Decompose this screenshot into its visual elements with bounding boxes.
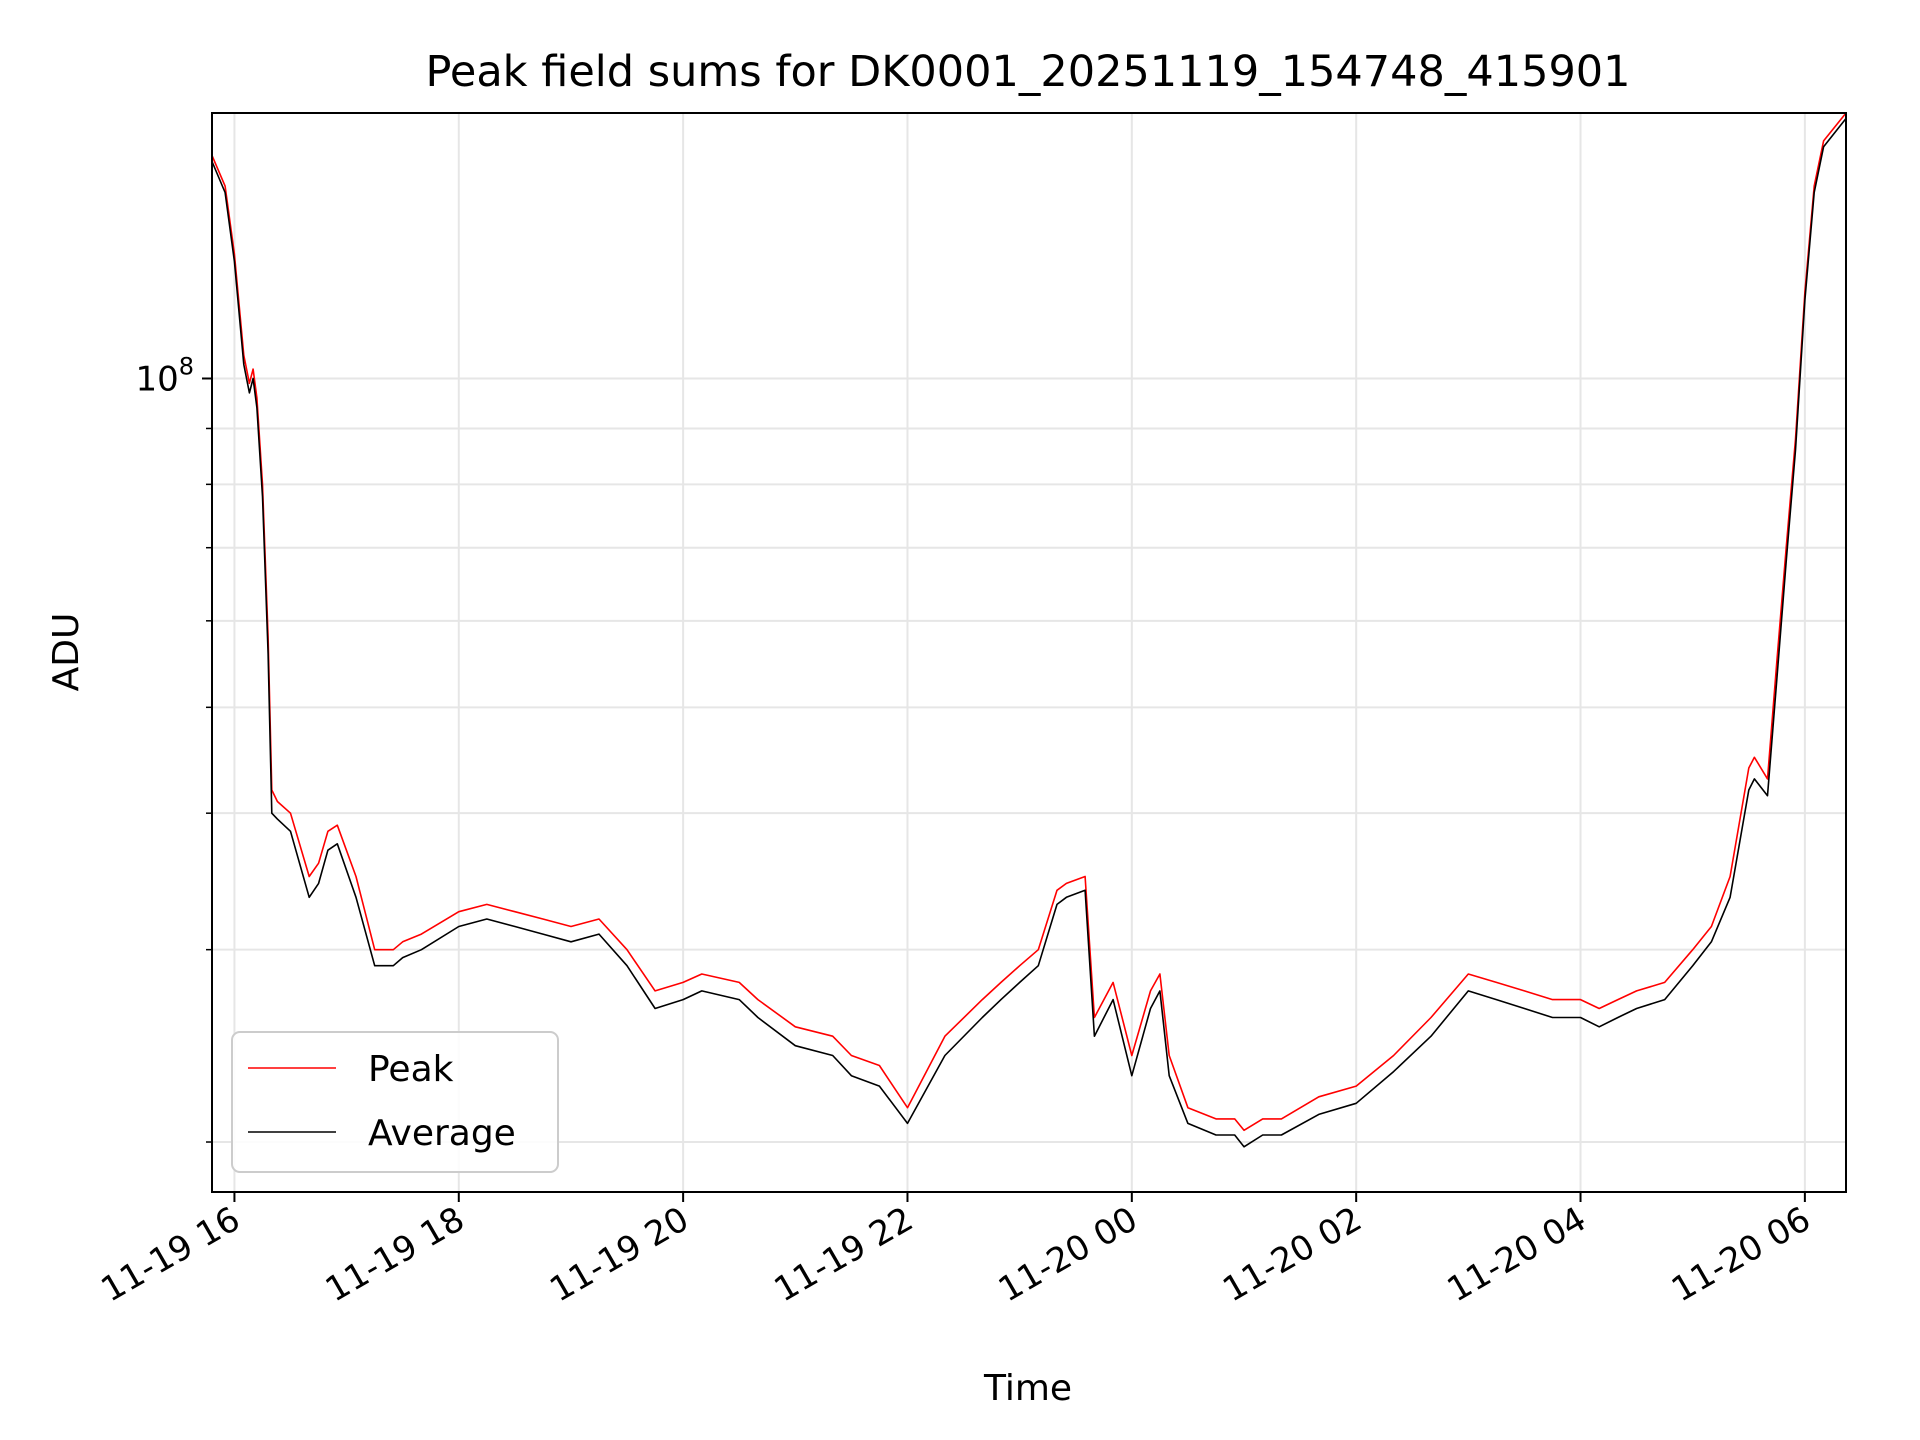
y-axis-label: ADU	[46, 613, 87, 692]
grid	[212, 113, 1846, 1192]
series-line-average	[211, 118, 1847, 1148]
legend-label-peak: Peak	[368, 1049, 454, 1090]
y-tick-label: 108	[135, 352, 194, 399]
plot-frame	[211, 112, 1847, 1193]
x-axis-label: Time	[983, 1368, 1072, 1409]
series-line-peak	[211, 112, 1847, 1132]
series-lines	[211, 112, 1847, 1148]
legend-label-average: Average	[368, 1113, 516, 1154]
chart-title: Peak field sums for DK0001_20251119_1547…	[425, 47, 1630, 97]
y-axis: 108	[135, 352, 212, 1143]
legend: Peak Average	[231, 1031, 559, 1173]
legend-box	[231, 1031, 559, 1173]
